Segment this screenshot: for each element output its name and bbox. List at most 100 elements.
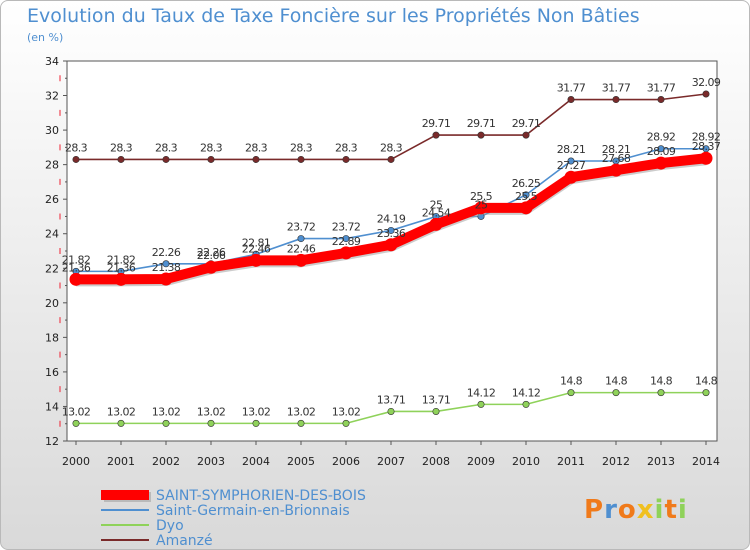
data-point xyxy=(522,400,530,408)
data-label: 13.02 xyxy=(197,405,226,418)
data-point xyxy=(387,226,395,234)
data-label: 22.89 xyxy=(332,235,361,248)
data-point xyxy=(567,389,575,397)
x-tick-label: 2010 xyxy=(512,455,540,468)
data-label: 28.09 xyxy=(647,145,676,158)
proxiti-logo: Proxiti xyxy=(584,495,688,525)
data-label: 14.8 xyxy=(695,375,718,388)
data-point xyxy=(159,272,173,286)
data-point xyxy=(249,253,263,267)
data-point xyxy=(117,155,125,163)
data-label: 23.72 xyxy=(287,221,316,234)
data-point xyxy=(657,145,665,153)
data-point xyxy=(297,155,305,163)
data-label: 13.02 xyxy=(107,405,136,418)
data-point xyxy=(72,155,80,163)
data-point xyxy=(522,191,530,199)
data-label: 27.68 xyxy=(602,152,631,165)
data-point xyxy=(474,201,488,215)
y-tick-label: 24 xyxy=(45,228,59,241)
data-label: 28.3 xyxy=(335,141,358,154)
x-tick-label: 2004 xyxy=(242,455,270,468)
data-point xyxy=(294,253,308,267)
data-label: 27.27 xyxy=(557,159,586,172)
data-label: 28.21 xyxy=(602,143,631,156)
data-label: 21.38 xyxy=(152,261,181,274)
data-label: 21.82 xyxy=(107,253,136,266)
data-label: 24.54 xyxy=(422,206,451,219)
data-point xyxy=(342,419,350,427)
data-label: 22.26 xyxy=(152,246,181,259)
x-tick-label: 2014 xyxy=(692,455,720,468)
data-label: 25.5 xyxy=(470,190,493,203)
x-tick-label: 2013 xyxy=(647,455,675,468)
data-label: 28.3 xyxy=(155,141,178,154)
data-point xyxy=(609,163,623,177)
legend-label: SAINT-SYMPHORIEN-DES-BOIS xyxy=(156,488,366,504)
data-point xyxy=(117,419,125,427)
data-point xyxy=(477,131,485,139)
data-label: 14.8 xyxy=(650,375,673,388)
x-tick-label: 2003 xyxy=(197,455,225,468)
y-tick-label: 28 xyxy=(45,159,59,172)
data-point xyxy=(297,419,305,427)
series-saint-germain-en-brionnais xyxy=(72,145,710,275)
data-label: 14.8 xyxy=(560,375,583,388)
data-label: 28.3 xyxy=(110,141,133,154)
data-point xyxy=(612,389,620,397)
data-label: 25 xyxy=(475,198,488,211)
data-label: 24.19 xyxy=(377,212,406,225)
x-tick-label: 2007 xyxy=(377,455,405,468)
data-point xyxy=(699,151,713,165)
data-point xyxy=(567,157,575,165)
data-label: 29.71 xyxy=(422,117,451,130)
series-saint-symphorien-des-bois xyxy=(69,151,713,287)
data-point xyxy=(702,90,710,98)
data-label: 21.82 xyxy=(62,253,91,266)
data-label: 25.5 xyxy=(515,190,538,203)
data-label: 28.92 xyxy=(692,131,721,144)
y-tick-label: 16 xyxy=(45,366,59,379)
logo-text: Proxiti xyxy=(584,495,688,525)
data-point xyxy=(567,96,575,104)
data-point xyxy=(429,217,443,231)
data-point xyxy=(297,235,305,243)
data-point xyxy=(477,400,485,408)
data-label: 28.3 xyxy=(200,141,223,154)
x-tick-label: 2006 xyxy=(332,455,360,468)
data-label: 13.02 xyxy=(152,405,181,418)
x-tick-label: 2005 xyxy=(287,455,315,468)
legend: SAINT-SYMPHORIEN-DES-BOISSaint-Germain-e… xyxy=(101,488,366,549)
data-label: 21.36 xyxy=(62,261,91,274)
data-point xyxy=(72,419,80,427)
data-label: 25 xyxy=(430,198,443,211)
data-point xyxy=(654,156,668,170)
data-point xyxy=(207,419,215,427)
data-point xyxy=(564,170,578,184)
y-tick-label: 30 xyxy=(45,124,59,137)
data-point xyxy=(387,407,395,415)
data-label: 22.06 xyxy=(197,249,226,262)
data-label: 28.37 xyxy=(692,140,721,153)
y-tick-label: 32 xyxy=(45,90,59,103)
legend-label: Dyo xyxy=(156,518,184,534)
x-tick-label: 2009 xyxy=(467,455,495,468)
data-point xyxy=(207,155,215,163)
data-label: 14.8 xyxy=(605,375,628,388)
data-label: 22.46 xyxy=(242,242,271,255)
data-point xyxy=(114,272,128,286)
data-label: 22.26 xyxy=(197,246,226,259)
data-point xyxy=(432,407,440,415)
data-label: 28.3 xyxy=(290,141,313,154)
data-label: 13.71 xyxy=(377,393,406,406)
data-labels: 28.3 28.3 28.3 28.3 28.3 28.3 28.3 28.3 29.71 29.… xyxy=(62,76,722,418)
data-label: 23.36 xyxy=(377,227,406,240)
data-label: 31.77 xyxy=(647,82,676,95)
y-tick-label: 12 xyxy=(45,435,59,448)
data-label: 13.02 xyxy=(62,405,91,418)
data-label: 32.09 xyxy=(692,76,721,89)
data-point xyxy=(252,419,260,427)
data-label: 31.77 xyxy=(602,82,631,95)
data-label: 29.71 xyxy=(467,117,496,130)
